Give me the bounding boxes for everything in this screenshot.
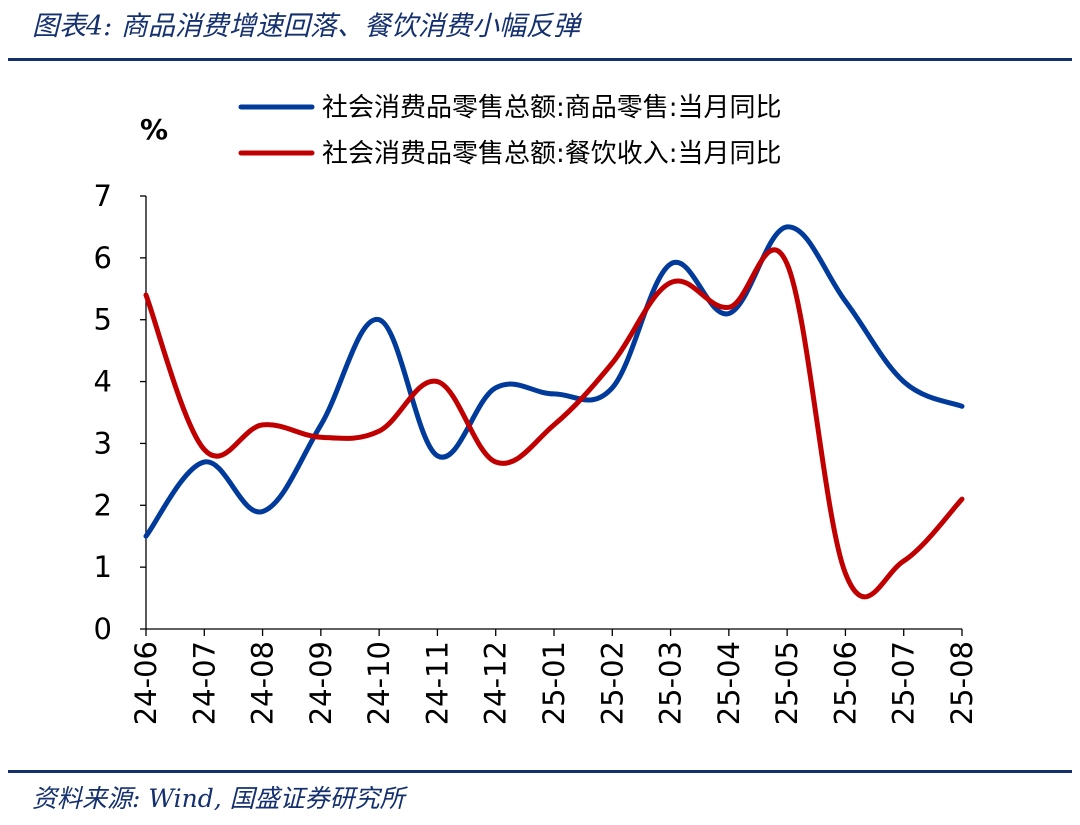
series-line-2 [143,247,965,600]
title-divider [8,58,1072,61]
x-tick-label: 25-08 [945,641,979,725]
x-tick-label: 25-06 [828,641,862,725]
x-tick-label: 25-05 [770,641,804,725]
y-tick-label: 4 [94,365,112,399]
y-axis-ticks: 0 1 2 3 4 5 6 7 [94,179,146,646]
source-note: 资料来源: Wind, 国盛证券研究所 [32,784,405,813]
y-tick-label: 2 [94,488,112,522]
y-tick-label: 7 [94,179,112,213]
y-tick-label: 5 [94,303,112,337]
x-tick-label: 25-03 [654,641,688,725]
chart-axes [145,196,962,630]
x-tick-label: 24-07 [187,641,221,725]
series-lines [143,224,965,600]
x-tick-label: 25-01 [537,641,571,725]
y-tick-label: 1 [94,550,112,584]
source-divider [8,770,1072,773]
y-tick-label: 6 [94,241,112,275]
x-tick-label: 24-10 [362,641,396,725]
x-axis-ticks: 24-06 24-07 24-08 24-09 24-10 24-11 24-12 25-01… [129,629,979,725]
y-tick-label: 3 [94,426,112,460]
legend-label-2: 社会消费品零售总额:餐饮收入:当月同比 [322,139,782,169]
series-line-1 [143,224,965,539]
x-tick-label: 24-06 [129,641,163,725]
x-tick-label: 24-08 [246,641,280,725]
x-tick-label: 24-11 [420,641,454,725]
y-tick-label: 0 [94,612,112,646]
figure-title: 图表4: 商品消费增速回落、餐饮消费小幅反弹 [32,11,580,42]
x-tick-label: 25-02 [595,641,629,725]
x-tick-label: 24-12 [479,641,513,725]
x-tick-label: 24-09 [304,641,338,725]
x-tick-label: 25-04 [712,641,746,725]
x-tick-label: 25-07 [887,641,921,725]
y-axis-unit: % [140,113,168,146]
legend-label-1: 社会消费品零售总额:商品零售:当月同比 [322,93,782,123]
